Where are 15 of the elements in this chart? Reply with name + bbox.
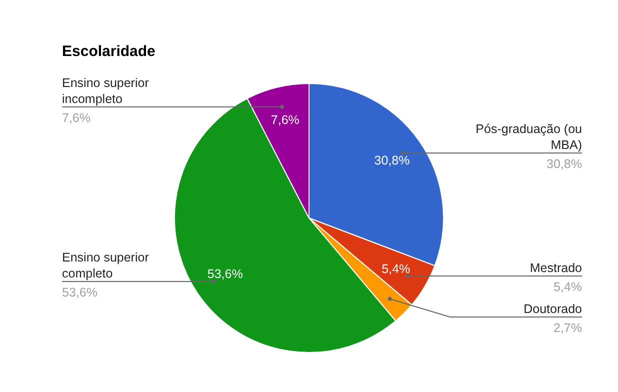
text: 53,6% — [62, 285, 98, 300]
slice-label: Ensino superior completo — [62, 250, 149, 280]
data-label: 53,6% — [207, 266, 243, 281]
text: 7,6% — [62, 110, 90, 125]
slice-label: Mestrado — [530, 260, 582, 275]
chart-title: Escolaridade — [62, 43, 156, 60]
slice-label: Doutorado — [524, 302, 582, 316]
text: 5,4% — [554, 280, 582, 294]
data-label: 2,7% — [554, 320, 582, 335]
data-label: 7,6% — [270, 112, 300, 127]
slice-label: Ensino superior incompleto — [62, 76, 149, 106]
text: 30,8% — [546, 157, 582, 172]
data-label: 30,8% — [374, 154, 410, 168]
slice-label: Pós-graduação (ou MBA) — [476, 122, 582, 152]
data-label: 5,4% — [382, 262, 410, 276]
